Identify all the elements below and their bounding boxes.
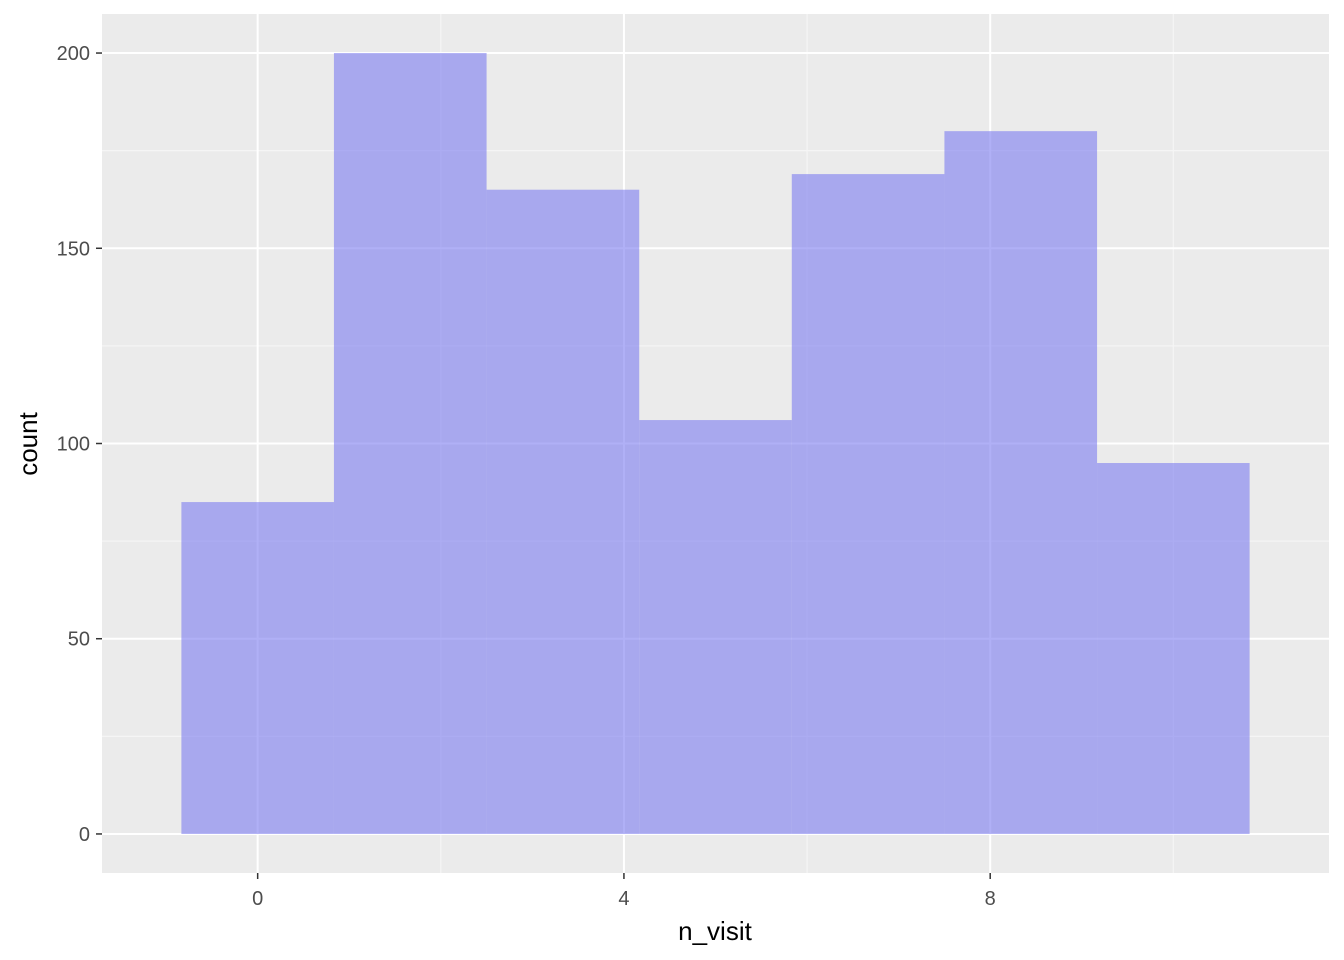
x-tick-label: 0 — [252, 888, 263, 910]
y-tick-label: 150 — [57, 238, 90, 260]
y-axis-ticks: 0 50 100 150 200 — [57, 43, 102, 846]
y-tick-label: 200 — [57, 43, 90, 65]
histogram-bar — [639, 420, 792, 834]
x-tick-label: 8 — [985, 888, 996, 910]
histogram-bar — [181, 502, 334, 834]
histogram-bar — [1097, 463, 1250, 834]
y-axis-title: count — [13, 411, 43, 475]
histogram-bar — [944, 131, 1098, 834]
y-tick-label: 0 — [79, 824, 90, 846]
y-tick-label: 100 — [57, 434, 90, 456]
x-tick-label: 4 — [618, 888, 629, 910]
histogram-bar — [333, 53, 487, 834]
x-axis-ticks: 0 4 8 — [252, 873, 996, 910]
histogram-bar — [486, 189, 640, 834]
histogram-bars — [181, 53, 1250, 834]
y-tick-label: 50 — [68, 629, 90, 651]
x-axis-title: n_visit — [678, 916, 752, 946]
histogram-bar — [791, 174, 945, 834]
